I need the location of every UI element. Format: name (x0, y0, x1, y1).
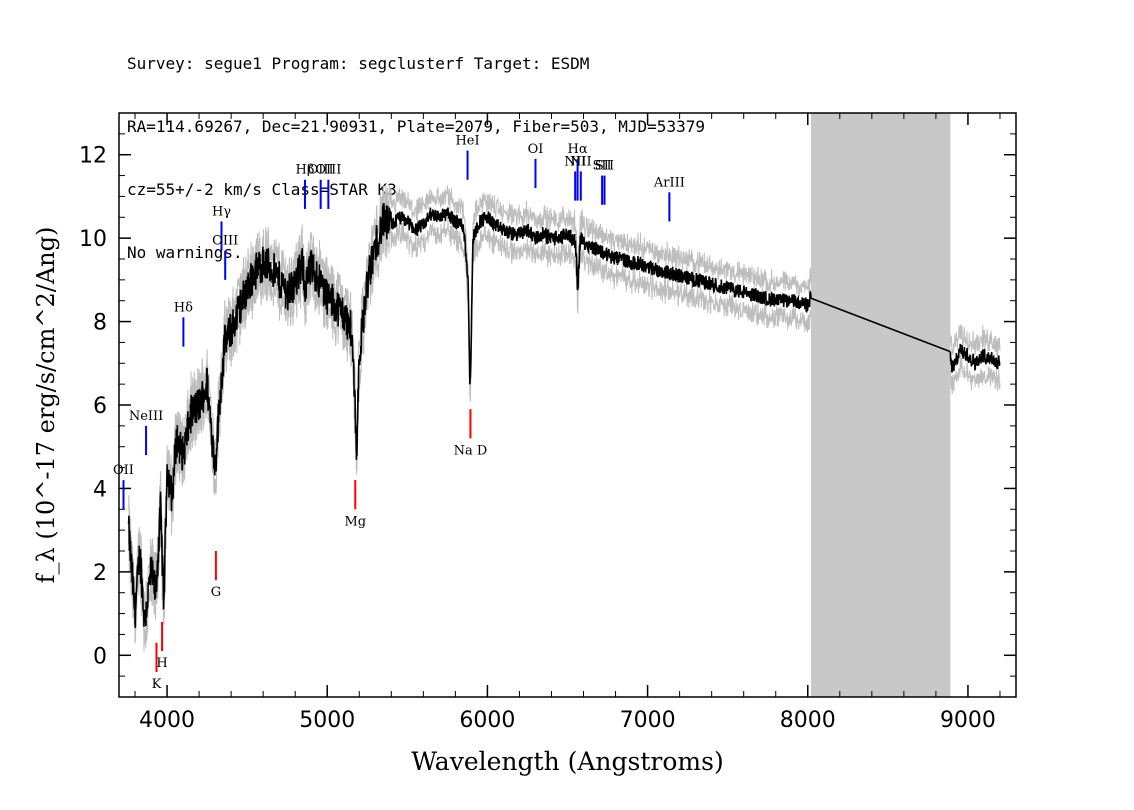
x-tick-label-5: 9000 (940, 708, 996, 733)
x-tick-label-1: 5000 (299, 708, 355, 733)
line-marker-label-15: ArIII (653, 175, 685, 190)
line-marker-label-4: OIII (212, 234, 238, 249)
line-marker-label-7: OIII (315, 163, 341, 178)
line-marker-label-5: Hβ (296, 163, 315, 178)
x-tick-label-0: 4000 (139, 708, 195, 733)
x-tick-label-3: 7000 (620, 708, 676, 733)
line-marker-label-1: NeIII (129, 409, 163, 424)
y-tick-label-3: 6 (93, 394, 107, 419)
spectrum-line-left (127, 203, 812, 629)
line-marker-label-0: OII (113, 463, 134, 478)
line-marker-label-9: OI (528, 142, 544, 157)
y-tick-label-2: 4 (93, 477, 107, 502)
error-envelope-1 (949, 324, 1001, 359)
line-marker-label-16: K (152, 677, 162, 692)
line-marker-label-19: Mg (344, 514, 366, 529)
x-tick-label-4: 8000 (780, 708, 836, 733)
y-tick-label-5: 10 (79, 227, 107, 252)
line-marker-label-8: HeI (455, 134, 479, 149)
line-marker-label-14: SII (595, 159, 614, 174)
y-tick-label-6: 12 (79, 144, 107, 169)
spectrum-header: Survey: segue1 Program: segclusterf Targ… (127, 11, 705, 284)
line-marker-label-10: NII (564, 154, 586, 169)
line-marker-label-2: Hδ (174, 300, 193, 315)
x-tick-label-2: 6000 (459, 708, 515, 733)
y-tick-label-1: 2 (93, 561, 107, 586)
spectrum-gap-connector (810, 297, 951, 353)
error-envelope-3 (949, 354, 1001, 395)
line-marker-label-3: Hγ (212, 204, 231, 219)
line-marker-label-13: SII (593, 159, 612, 174)
header-coordinates-line: RA=114.69267, Dec=21.90931, Plate=2079, … (127, 117, 705, 136)
masked-region (810, 113, 951, 697)
y-tick-label-0: 0 (93, 644, 107, 669)
line-marker-label-11: Hα (568, 142, 588, 157)
x-axis-title: Wavelength (Angstroms) (411, 747, 723, 776)
line-marker-label-17: H (156, 656, 167, 671)
line-marker-label-6: OIII (308, 163, 334, 178)
header-survey-line: Survey: segue1 Program: segclusterf Targ… (127, 54, 590, 73)
line-marker-label-20: Na D (454, 443, 488, 458)
line-marker-label-12: NII (570, 154, 592, 169)
line-marker-label-18: G (211, 585, 221, 600)
y-axis-title: f_λ (10^-17 erg/s/cm^2/Ang) (32, 227, 60, 584)
y-tick-label-4: 8 (93, 311, 107, 336)
spectrum-line-right (949, 343, 1001, 373)
